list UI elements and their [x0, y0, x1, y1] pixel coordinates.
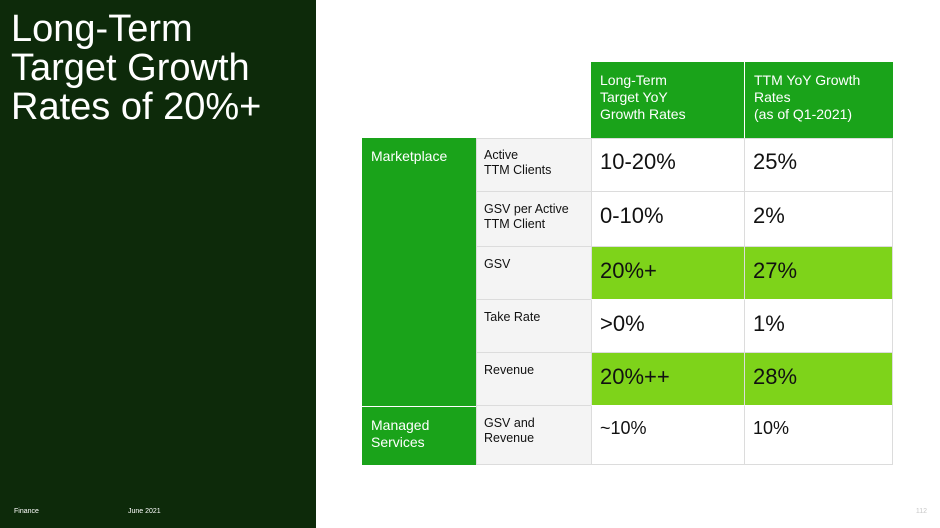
metric-label: TTM Client [484, 217, 546, 231]
metric-label: Revenue [484, 431, 535, 445]
metric-gsv-and-revenue: GSV and Revenue [476, 406, 591, 465]
metric-gsv: GSV [476, 247, 591, 300]
header-line: Rates [754, 89, 791, 105]
header-line: (as of Q1-2021) [754, 106, 853, 122]
value-long-term-gsv: 20%+ [591, 247, 744, 300]
segment-managed-services: Managed Services [362, 406, 476, 465]
page-number: 112 [915, 508, 927, 515]
segment-label: Managed [371, 417, 430, 433]
growth-rates-table: Long-Term Target YoY Growth Rates TTM Yo… [362, 62, 893, 465]
metric-label: GSV per Active [484, 202, 569, 216]
value-long-term-take-rate: >0% [591, 300, 744, 353]
segment-marketplace: Marketplace [362, 138, 476, 406]
slide-title: Long-Term Target Growth Rates of 20%+ [11, 10, 311, 127]
segment-label: Services [371, 434, 425, 450]
metric-gsv-per-active-ttm-client: GSV per Active TTM Client [476, 192, 591, 247]
value-ttm-gsv: 27% [744, 247, 893, 300]
metric-label: Take Rate [484, 310, 541, 324]
metric-label: Active [484, 148, 519, 162]
title-panel: Long-Term Target Growth Rates of 20%+ Fi… [0, 0, 316, 528]
metric-revenue: Revenue [476, 353, 591, 406]
header-line: Growth Rates [600, 106, 686, 122]
slide-title-line: Rates of 20%+ [11, 86, 262, 128]
metric-label: GSV [484, 257, 511, 271]
header-long-term: Long-Term Target YoY Growth Rates [591, 62, 744, 138]
metric-take-rate: Take Rate [476, 300, 591, 353]
value-long-term-gsv-per-active-ttm-client: 0-10% [591, 192, 744, 247]
value-long-term-active-ttm-clients: 10-20% [591, 138, 744, 192]
slide-title-line: Long-Term [11, 8, 193, 50]
value-long-term-revenue: 20%++ [591, 353, 744, 406]
header-line: TTM YoY Growth [754, 72, 861, 88]
value-ttm-gsv-per-active-ttm-client: 2% [744, 192, 893, 247]
value-ttm-revenue: 28% [744, 353, 893, 406]
segment-label: Marketplace [371, 148, 448, 164]
metric-active-ttm-clients: Active TTM Clients [476, 138, 591, 192]
footer-date: June 2021 [128, 508, 161, 515]
value-ttm-gsv-and-revenue: 10% [744, 406, 893, 465]
footer-section-label: Finance [14, 508, 39, 515]
value-long-term-gsv-and-revenue: ~10% [591, 406, 744, 465]
header-line: Long-Term [600, 72, 667, 88]
value-ttm-take-rate: 1% [744, 300, 893, 353]
header-line: Target YoY [600, 89, 668, 105]
metric-label: GSV and [484, 416, 535, 430]
header-ttm: TTM YoY Growth Rates (as of Q1-2021) [744, 62, 893, 138]
metric-label: TTM Clients [484, 163, 552, 177]
slide-title-line: Target Growth [11, 47, 250, 89]
metric-label: Revenue [484, 363, 535, 377]
value-ttm-active-ttm-clients: 25% [744, 138, 893, 192]
